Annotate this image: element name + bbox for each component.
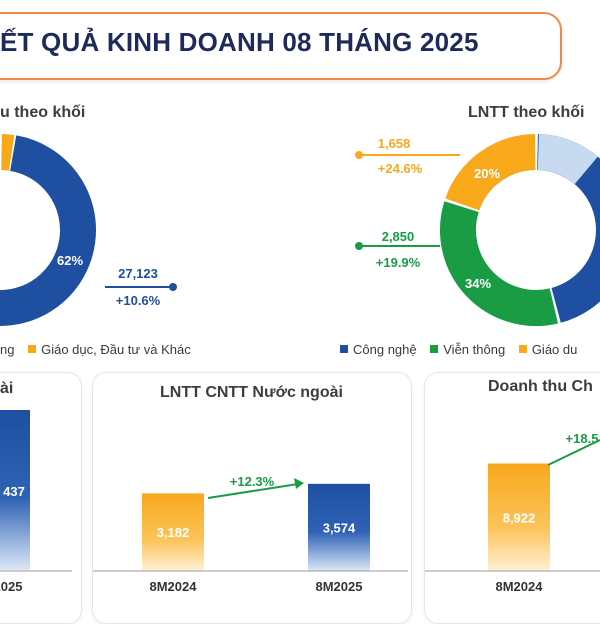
right-donut-title: LNTT theo khối (468, 104, 585, 121)
legend-item-cong-nghe: Công nghệ (353, 342, 417, 357)
orange-callout-growth: +24.6% (378, 161, 423, 176)
bar-middle-8m2025 (308, 483, 370, 571)
right-growth-arrow (547, 439, 600, 466)
bar-middle-8m2025-label: 3,574 (323, 520, 356, 535)
left-callout-dot (169, 283, 177, 291)
left-donut (0, 134, 96, 326)
bar-left-2025 (0, 410, 30, 570)
legend-item-vien-thong: Viễn thông (443, 342, 506, 357)
bar-middle-8m2025-xlabel: 8M2025 (316, 579, 363, 594)
donut-right-slice-giao-duc (445, 134, 537, 211)
right-growth-label: +18.5 (566, 431, 599, 446)
left-bar-x-label: 2025 (0, 579, 22, 594)
right-bar-group: 8,922 8M2024 (488, 463, 550, 594)
middle-bar-title: LNTT CNTT Nước ngoài (160, 384, 343, 401)
right-donut (440, 134, 600, 326)
legend-item-orange: Giáo dục, Đầu tư và Khác (41, 342, 191, 357)
bar-right-8m2024-xlabel: 8M2024 (496, 579, 544, 594)
legend-item-blue: ng (0, 342, 15, 357)
middle-bar-group: 3,182 8M2024 3,574 8M2025 (142, 483, 370, 594)
left-bar-title: ài (0, 380, 14, 397)
legend-swatch-orange (28, 345, 37, 353)
donut-right-slice-cong-nghe-highlight (537, 134, 598, 185)
middle-growth-arrow (207, 483, 299, 499)
right-legend: Công nghệ Viễn thông Giáo du (340, 342, 577, 357)
middle-growth-arrowhead (294, 478, 304, 489)
charts-canvas: 62% 27,123 +10.6% 4 34% 20% 1,658 +24.6%… (0, 134, 600, 594)
left-donut-pct-label: 62% (57, 253, 83, 268)
green-callout-value: 2,850 (382, 229, 415, 244)
legend-swatch-blue (340, 345, 348, 353)
green-callout-dot (355, 242, 363, 250)
middle-growth-label: +12.3% (230, 474, 275, 489)
bar-right-8m2024 (488, 463, 550, 571)
bar-left-value-label: 437 (3, 484, 25, 499)
orange-callout-value: 1,658 (378, 136, 411, 151)
left-legend: ng Giáo dục, Đầu tư và Khác (0, 342, 191, 357)
bar-right-8m2024-label: 8,922 (503, 510, 536, 525)
left-donut-title: u theo khối (0, 104, 86, 121)
green-callout-growth: +19.9% (376, 255, 421, 270)
bar-middle-8m2024 (142, 493, 204, 571)
left-callout-growth: +10.6% (116, 293, 161, 308)
donut-right-slice-vien-thong (440, 201, 558, 326)
bar-middle-8m2024-label: 3,182 (157, 525, 190, 540)
legend-item-giao-duc: Giáo du (531, 342, 578, 357)
left-callout-value: 27,123 (118, 266, 158, 281)
right-donut-label-giao-duc: 20% (474, 166, 500, 181)
donut-left-slice-orange (0, 134, 15, 171)
page-title: ẾT QUẢ KINH DOANH 08 THÁNG 2025 (0, 27, 479, 57)
right-donut-label-vien-thong: 34% (465, 276, 491, 291)
title-banner (0, 12, 562, 80)
donut-left-slice-blue (0, 135, 96, 326)
bar-middle-8m2024-xlabel: 8M2024 (150, 579, 198, 594)
right-donut-label-cong-nghe: 4 (584, 216, 592, 231)
legend-swatch-orange (518, 345, 527, 353)
orange-callout-dot (355, 151, 363, 159)
right-bar-title: Doanh thu Ch (488, 378, 593, 395)
legend-swatch-green (430, 345, 439, 353)
